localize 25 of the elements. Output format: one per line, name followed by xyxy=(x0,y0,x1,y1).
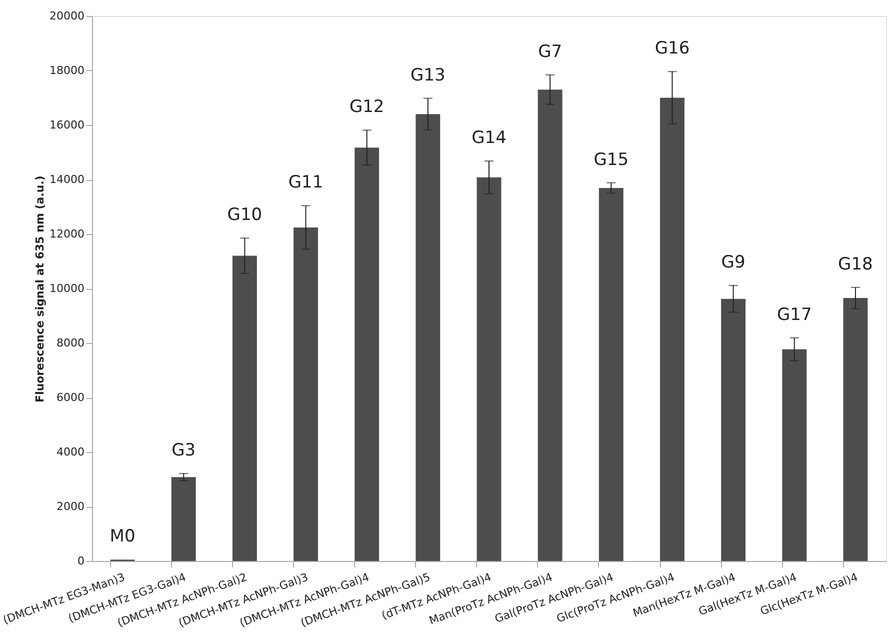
y-tick-label: 16000 xyxy=(50,118,84,132)
annotation: G10 xyxy=(227,205,262,226)
annotation: G7 xyxy=(538,42,562,62)
y-axis-title: Fluorescence signal at 635 nm (a.u.) xyxy=(34,176,47,402)
annotation: G15 xyxy=(594,150,629,170)
annotation: G3 xyxy=(172,440,196,461)
y-tick-label: 12000 xyxy=(50,228,84,240)
y-tick-label: 18000 xyxy=(50,64,84,77)
annotation: M0 xyxy=(110,526,136,547)
y-tick-label: 4000 xyxy=(56,446,84,458)
y-tick-label: 0 xyxy=(78,554,84,568)
y-tick-label: 10000 xyxy=(50,282,84,295)
y-tick-label: 6000 xyxy=(56,391,84,404)
annotation: G17 xyxy=(776,304,812,325)
annotation: G16 xyxy=(654,38,690,59)
annotation: G12 xyxy=(349,97,384,118)
annotation: G9 xyxy=(721,252,746,273)
y-tick-label: 2000 xyxy=(56,500,84,513)
annotation: G18 xyxy=(838,254,873,274)
y-tick-label: 8000 xyxy=(56,336,84,350)
annotation: G11 xyxy=(288,172,324,193)
annotation: G13 xyxy=(410,65,446,86)
y-tick-label: 20000 xyxy=(50,10,84,22)
y-tick-label: 14000 xyxy=(50,173,84,186)
annotation: G14 xyxy=(472,128,506,148)
